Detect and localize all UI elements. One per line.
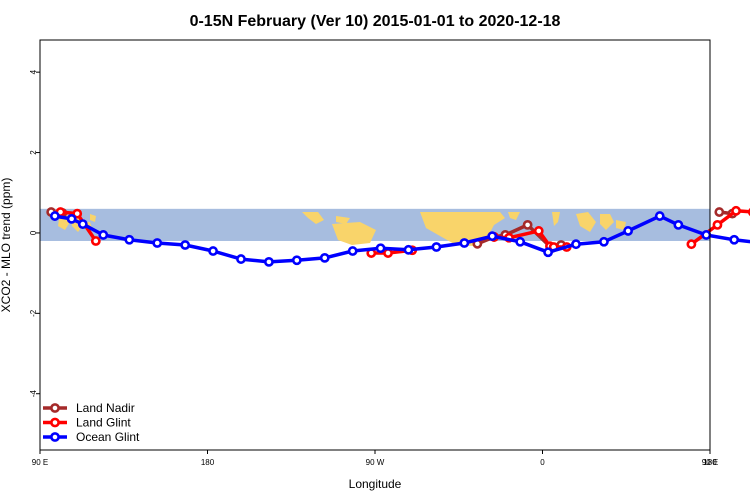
ocean-glint-point <box>571 239 581 250</box>
land-glint-point <box>686 239 697 250</box>
ocean-glint-point <box>543 247 553 258</box>
y-tick-label: -4 <box>29 390 38 398</box>
ocean-glint-point <box>124 234 135 245</box>
x-tick-label: 90 W <box>366 458 385 467</box>
ocean-glint-point <box>599 236 609 247</box>
land-patch <box>90 214 96 222</box>
ocean-glint-point <box>515 236 526 247</box>
land-glint-point <box>90 236 101 246</box>
ocean-glint-point <box>264 256 274 267</box>
x-tick-label: 90 E <box>32 458 48 467</box>
ocean-glint-point <box>654 211 665 221</box>
land-patch <box>600 214 614 230</box>
ocean-glint-point <box>77 219 88 229</box>
chart-title: 0-15N February (Ver 10) 2015-01-01 to 20… <box>190 13 561 30</box>
x-axis-label: Longitude <box>349 477 402 491</box>
land-glint-point <box>712 220 723 230</box>
legend-ocean-glint-label: Ocean Glint <box>76 430 140 444</box>
land-glint-point <box>72 208 83 219</box>
ocean-glint-point <box>729 234 740 245</box>
ocean-glint-point <box>431 242 442 252</box>
ocean-glint-point <box>180 240 191 250</box>
land-patch <box>552 212 560 226</box>
ocean-glint-point <box>152 238 163 248</box>
ocean-glint-point <box>673 220 684 230</box>
land-patch <box>336 216 350 224</box>
ocean-glint-point <box>623 226 634 236</box>
ocean-glint-point <box>98 230 109 240</box>
ocean-glint-point <box>319 252 330 263</box>
land-nadir-point <box>714 207 725 217</box>
ocean-glint-point <box>375 243 386 254</box>
legend-ocean-glint-marker <box>50 432 60 442</box>
series-layer <box>46 205 750 267</box>
y-tick-label: 0 <box>29 230 38 235</box>
x-tick-label: 180 <box>703 458 717 467</box>
ocean-glint-point <box>49 211 60 221</box>
land-patch <box>508 212 520 220</box>
ocean-glint-point <box>66 213 77 224</box>
land-glint-point <box>731 205 741 216</box>
land-nadir-point <box>522 220 533 230</box>
ocean-glint-point <box>459 238 470 248</box>
y-tick-label: -2 <box>29 309 38 317</box>
ocean-glint-point <box>236 254 246 264</box>
land-patch <box>332 222 376 245</box>
ocean-glint-point <box>291 255 302 266</box>
x-tick-label: 90 E <box>702 458 718 467</box>
ocean-glint-point <box>208 246 218 256</box>
y-tick-label: 2 <box>29 150 38 155</box>
y-axis: -4 -2 0 2 4 <box>29 69 40 397</box>
land-patch <box>616 220 626 230</box>
land-patch <box>302 212 324 224</box>
plot-frame <box>39 39 711 451</box>
land-glint-point <box>533 226 544 236</box>
y-tick-label: 4 <box>29 69 38 74</box>
legend-land-nadir-label: Land Nadir <box>76 401 135 415</box>
x-tick-label: 180 <box>201 458 215 467</box>
ocean-band <box>40 208 710 241</box>
ocean-glint-point <box>701 230 712 240</box>
x-tick-label: 0 <box>540 458 545 467</box>
y-axis-label: XCO2 - MLO trend (ppm) <box>0 178 13 313</box>
legend-land-glint-marker <box>50 417 60 428</box>
legend-land-glint-label: Land Glint <box>76 416 131 430</box>
land-patch <box>576 212 596 232</box>
ocean-glint-point <box>403 244 414 255</box>
legend-land-nadir-marker <box>50 403 60 413</box>
ocean-glint-point <box>347 246 358 256</box>
ocean-glint-point <box>487 231 498 242</box>
